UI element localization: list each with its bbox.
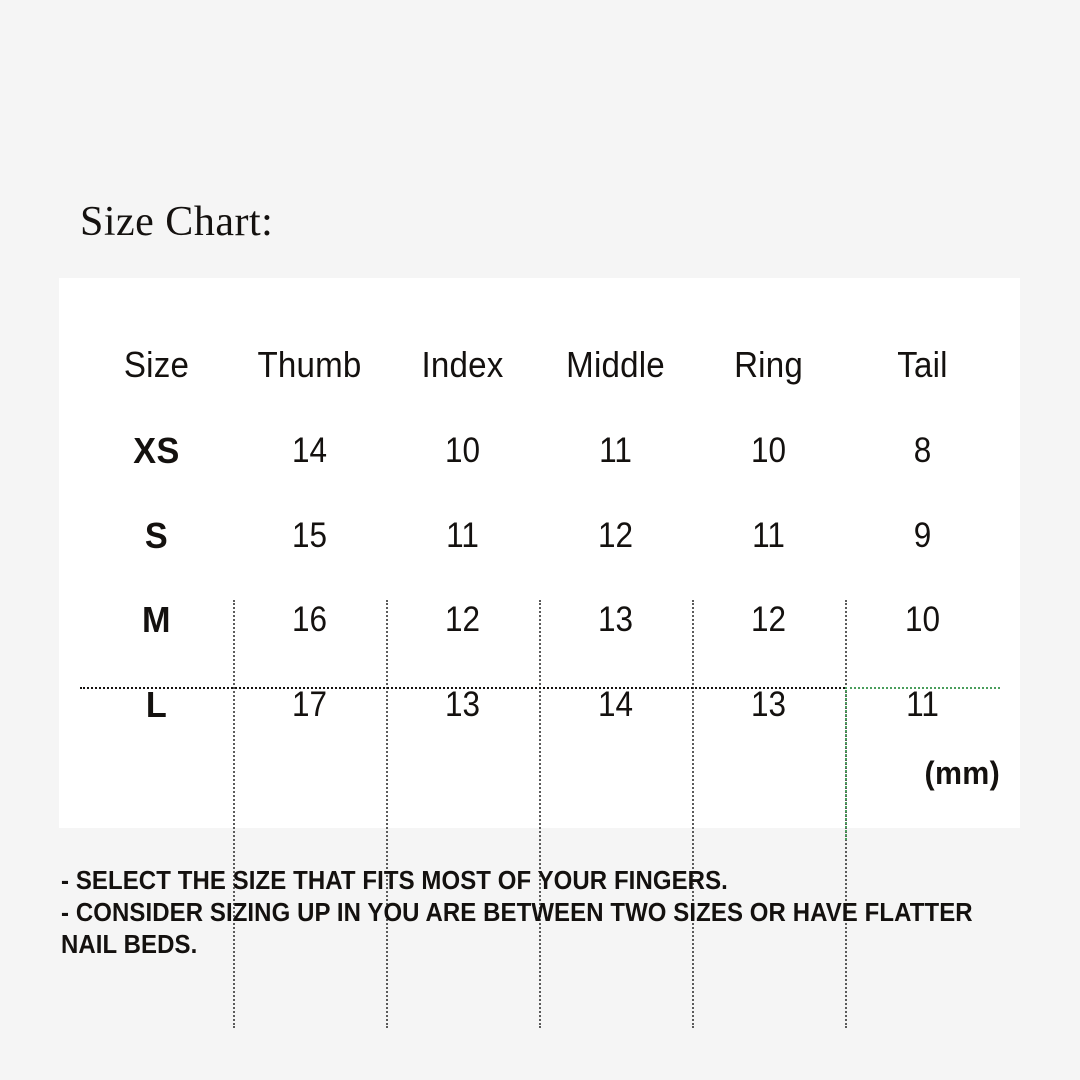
column-divider-1 (233, 600, 235, 1028)
table-row: 10 (750, 431, 787, 470)
table-row: 14 (597, 685, 634, 724)
table-row: 16 (291, 600, 328, 639)
size-table: Size Thumb Index Middle Ring Tail XS 14 … (80, 278, 1000, 828)
column-header-index: Index (421, 344, 504, 385)
column-header-thumb: Thumb (257, 344, 362, 385)
table-row: 15 (291, 516, 328, 555)
footnote-line-2: - CONSIDER SIZING UP IN YOU ARE BETWEEN … (61, 899, 973, 959)
header-rule-accent (845, 687, 1000, 689)
column-divider-4 (692, 600, 694, 1028)
column-divider-5 (845, 600, 847, 1028)
table-row: 12 (597, 516, 634, 555)
column-header-tail: Tail (897, 344, 948, 385)
table-row: 12 (444, 600, 481, 639)
table-row: 14 (291, 431, 328, 470)
footnote-line-1: - SELECT THE SIZE THAT FITS MOST OF YOUR… (61, 867, 728, 895)
column-header-ring: Ring (734, 344, 803, 385)
table-row: 13 (750, 685, 787, 724)
table-row: M (142, 599, 171, 640)
header-rule (80, 687, 845, 689)
table-row: 12 (750, 600, 787, 639)
table-row: 10 (444, 431, 481, 470)
column-header-middle: Middle (566, 344, 665, 385)
table-row: 11 (752, 516, 785, 555)
table-row: 9 (913, 516, 932, 555)
table-row: 8 (913, 431, 932, 470)
table-row: 10 (904, 600, 941, 639)
table-row: 17 (291, 685, 328, 724)
unit-label: (mm) (924, 755, 1000, 791)
column-header-size: Size (123, 344, 190, 385)
footnotes: - SELECT THE SIZE THAT FITS MOST OF YOUR… (61, 865, 973, 961)
column-divider-2 (386, 600, 388, 1028)
column-divider-3 (539, 600, 541, 1028)
table-row: L (145, 684, 168, 725)
table-row: 11 (446, 516, 479, 555)
table-row: 13 (444, 685, 481, 724)
size-table-panel (59, 278, 1020, 1028)
table-row: XS (133, 430, 180, 471)
table-row: 11 (599, 431, 632, 470)
table-row: 11 (906, 685, 939, 724)
page-title: Size Chart: (80, 199, 274, 245)
table-row: 13 (597, 600, 634, 639)
table-row: S (144, 515, 169, 556)
